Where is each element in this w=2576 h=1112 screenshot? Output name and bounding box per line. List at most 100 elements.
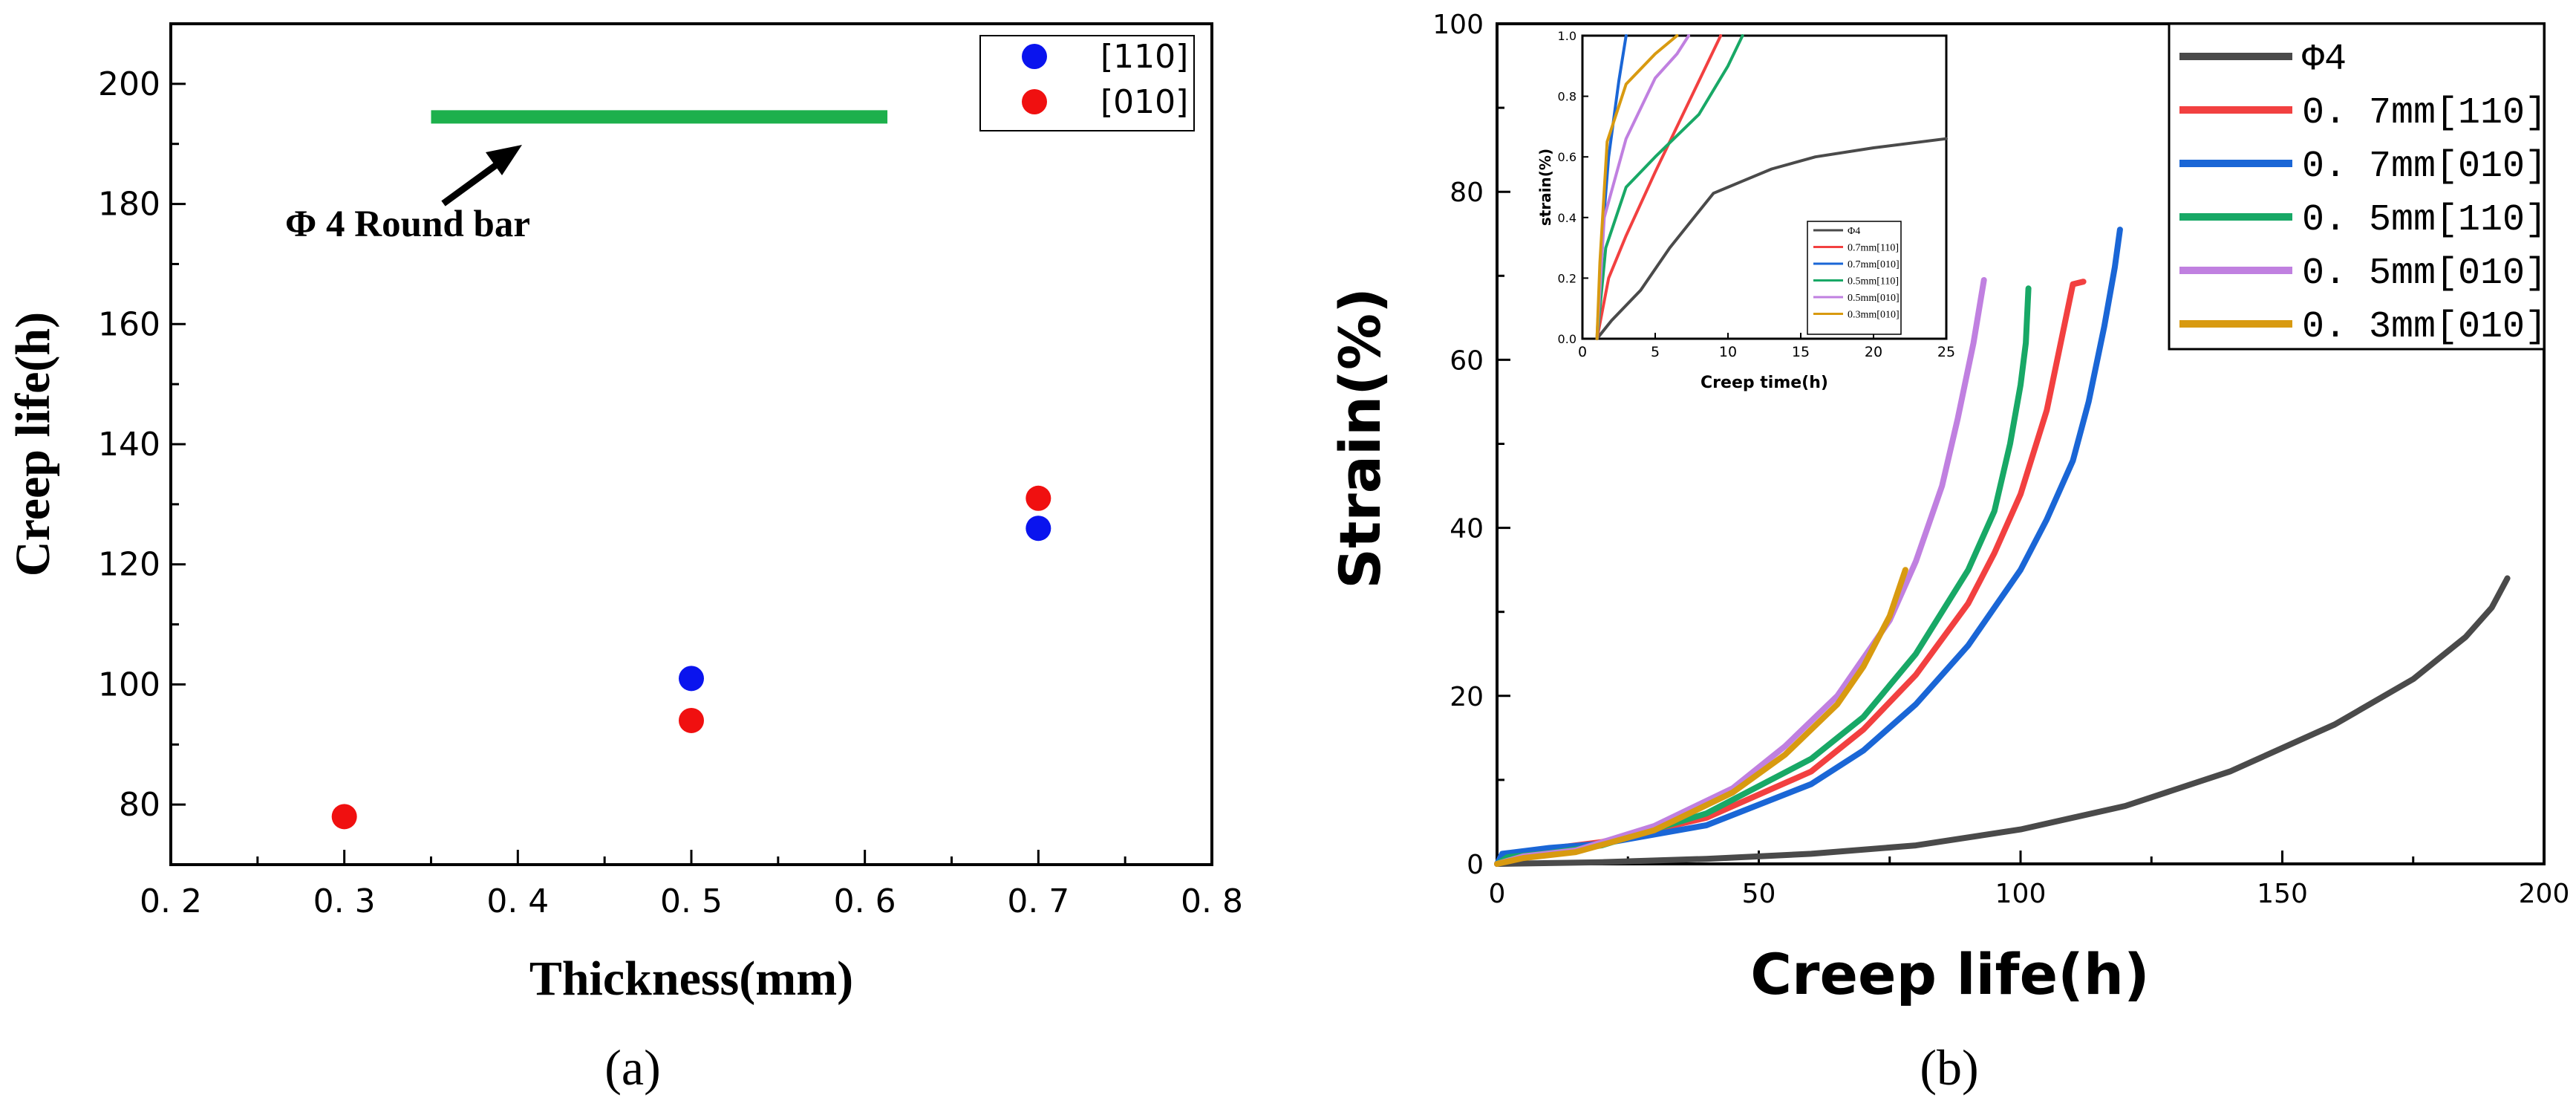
inset-legend-items: Φ4 0.7mm[110] 0.7mm[010] 0.5mm[110] 0.5mm[01… bbox=[1813, 226, 1900, 321]
legend-b-label-1: 0. 7mm[110] bbox=[2302, 92, 2547, 134]
inset-series-line-0 bbox=[1595, 137, 1948, 340]
panel-a-ticks bbox=[169, 22, 1213, 865]
panel-a-x-axis-label: Thickness(mm) bbox=[529, 952, 853, 1006]
y-tick-label: 80 bbox=[1450, 178, 1484, 208]
inset-legend-label-3: 0.5mm[110] bbox=[1848, 276, 1899, 287]
panel-a-y-axis-label: Creep life(h) bbox=[6, 312, 60, 576]
x-tick-label: 200 bbox=[2519, 879, 2570, 909]
x-tick-label: 150 bbox=[2257, 879, 2308, 909]
panel-a-scatter-chart: 0. 2 0. 3 0. 4 0. 5 0. 6 0. 7 0. 8 80 100 120 140 1… bbox=[6, 22, 1243, 1096]
inset-legend-label-5: 0.3mm[010] bbox=[1848, 310, 1900, 321]
inset-tick-labels: 0 5 10 15 20 25 0.0 0.2 0.4 0.6 0.8 1.0 bbox=[1558, 29, 1956, 360]
inset-x-tick-label: 10 bbox=[1719, 344, 1737, 360]
data-point-110 bbox=[679, 666, 704, 692]
inset-legend-label-4: 0.5mm[010] bbox=[1848, 293, 1900, 304]
inset-legend-label-1: 0.7mm[110] bbox=[1848, 243, 1899, 254]
x-tick-label: 0. 8 bbox=[1181, 882, 1243, 920]
legend-b-label-4: 0. 5mm[010] bbox=[2302, 253, 2547, 295]
legend-b-label-0: Φ4 bbox=[2302, 39, 2347, 81]
data-point-010 bbox=[1025, 485, 1051, 511]
panel-a-tick-labels: 0. 2 0. 3 0. 4 0. 5 0. 6 0. 7 0. 8 80 100 120 140 1… bbox=[98, 65, 1243, 920]
series-line-2 bbox=[1494, 227, 2123, 867]
y-tick-label: 100 bbox=[98, 666, 160, 703]
y-tick-label: 160 bbox=[98, 305, 160, 343]
y-tick-label: 100 bbox=[1432, 10, 1484, 40]
inset-plot-frame bbox=[1581, 34, 1948, 340]
panel-b-legend-box bbox=[2168, 22, 2546, 351]
data-point-110 bbox=[1025, 516, 1051, 542]
y-tick-label: 180 bbox=[98, 186, 160, 224]
inset-legend: Φ4 0.7mm[110] 0.7mm[010] 0.5mm[110] 0.5mm[01… bbox=[1807, 221, 1902, 335]
legend-b-label-5: 0. 3mm[010] bbox=[2302, 306, 2547, 348]
inset-y-axis-label: strain(%) bbox=[1536, 149, 1554, 226]
panel-a-arrow bbox=[441, 145, 522, 207]
inset-x-tick-label: 5 bbox=[1651, 344, 1660, 360]
legend-b-label-3: 0. 5mm[110] bbox=[2302, 199, 2547, 241]
panel-b-ticks bbox=[1496, 22, 2546, 865]
legend-b-label-2: 0. 7mm[010] bbox=[2302, 146, 2547, 188]
panel-b-line-chart: 0 50 100 150 200 0 20 40 60 80 100 0 5 10 15 20 25 0.0 0.… bbox=[1327, 10, 2569, 1096]
inset-legend-label-2: 0.7mm[010] bbox=[1848, 259, 1900, 270]
panel-a-points bbox=[331, 485, 1051, 830]
panel-a-plot-frame bbox=[169, 22, 1213, 866]
panel-b-label: (b) bbox=[1920, 1039, 1978, 1096]
x-tick-label: 0. 5 bbox=[660, 882, 723, 920]
y-tick-label: 0 bbox=[1467, 850, 1484, 880]
panel-a-legend-box bbox=[979, 35, 1195, 131]
legend-a-marker-110 bbox=[1022, 44, 1047, 69]
legend-a-marker-010 bbox=[1022, 89, 1047, 114]
panel-a-arrow-shaft bbox=[441, 157, 506, 207]
panel-a-label: (a) bbox=[604, 1039, 660, 1096]
x-tick-label: 0. 4 bbox=[486, 882, 549, 920]
legend-a-label-010: [010] bbox=[1100, 83, 1188, 121]
inset-x-tick-label: 25 bbox=[1937, 344, 1955, 360]
inset-series-line-1 bbox=[1595, 34, 1723, 340]
panel-b-y-axis-label: Strain(%) bbox=[1327, 287, 1393, 589]
inset-series-line-5 bbox=[1595, 34, 1679, 340]
x-tick-label: 50 bbox=[1742, 879, 1776, 909]
inset-series-line-4 bbox=[1595, 34, 1691, 340]
inset-x-tick-label: 0 bbox=[1578, 344, 1587, 360]
y-tick-label: 60 bbox=[1450, 345, 1484, 376]
panel-b-inset: 0 5 10 15 20 25 0.0 0.2 0.4 0.6 0.8 1.0 Φ4 0.7mm[110… bbox=[1534, 27, 1955, 434]
inset-x-axis-label: Creep time(h) bbox=[1701, 374, 1828, 392]
data-point-010 bbox=[331, 804, 357, 830]
x-tick-label: 0. 2 bbox=[140, 882, 202, 920]
inset-x-tick-label: 20 bbox=[1865, 344, 1882, 360]
panel-a-annotation: Φ 4 Round bar bbox=[285, 204, 530, 245]
y-tick-label: 40 bbox=[1450, 514, 1484, 544]
x-tick-label: 0. 7 bbox=[1007, 882, 1069, 920]
panel-b-x-axis-label: Creep life(h) bbox=[1750, 941, 2150, 1007]
panel-a-legend: [110] [010] bbox=[979, 35, 1195, 131]
inset-series-line-3 bbox=[1595, 34, 1744, 340]
x-tick-label: 0. 6 bbox=[834, 882, 896, 920]
y-tick-label: 20 bbox=[1450, 682, 1484, 712]
y-tick-label: 120 bbox=[98, 546, 160, 584]
inset-y-tick-label: 0.6 bbox=[1558, 150, 1576, 164]
inset-y-tick-label: 1.0 bbox=[1558, 29, 1576, 43]
x-tick-label: 0 bbox=[1489, 879, 1506, 909]
panel-b-legend-items: Φ4 0. 7mm[110] 0. 7mm[010] 0. 5mm[110] 0. 5m… bbox=[2179, 39, 2547, 348]
legend-a-label-110: [110] bbox=[1100, 38, 1188, 76]
y-tick-label: 200 bbox=[98, 65, 160, 103]
panel-a-arrow-head bbox=[486, 145, 522, 175]
inset-y-tick-label: 0.8 bbox=[1558, 90, 1576, 104]
y-tick-label: 80 bbox=[119, 786, 160, 824]
inset-y-tick-label: 0.2 bbox=[1558, 271, 1576, 285]
inset-y-tick-label: 0.0 bbox=[1558, 332, 1576, 346]
panel-b-series-lines bbox=[1494, 227, 2511, 867]
x-tick-label: 0. 3 bbox=[313, 882, 376, 920]
series-line-5 bbox=[1494, 567, 1908, 867]
y-tick-label: 140 bbox=[98, 426, 160, 464]
data-point-010 bbox=[679, 707, 704, 733]
x-tick-label: 100 bbox=[1995, 879, 2047, 909]
series-line-0 bbox=[1494, 575, 2511, 867]
inset-ticks bbox=[1582, 35, 1947, 339]
panel-b-legend: Φ4 0. 7mm[110] 0. 7mm[010] 0. 5mm[110] 0. 5m… bbox=[2168, 22, 2547, 351]
inset-x-tick-label: 15 bbox=[1792, 344, 1810, 360]
inset-legend-label-0: Φ4 bbox=[1848, 226, 1860, 237]
inset-legend-box bbox=[1807, 221, 1902, 335]
inset-series-lines bbox=[1595, 34, 1948, 340]
